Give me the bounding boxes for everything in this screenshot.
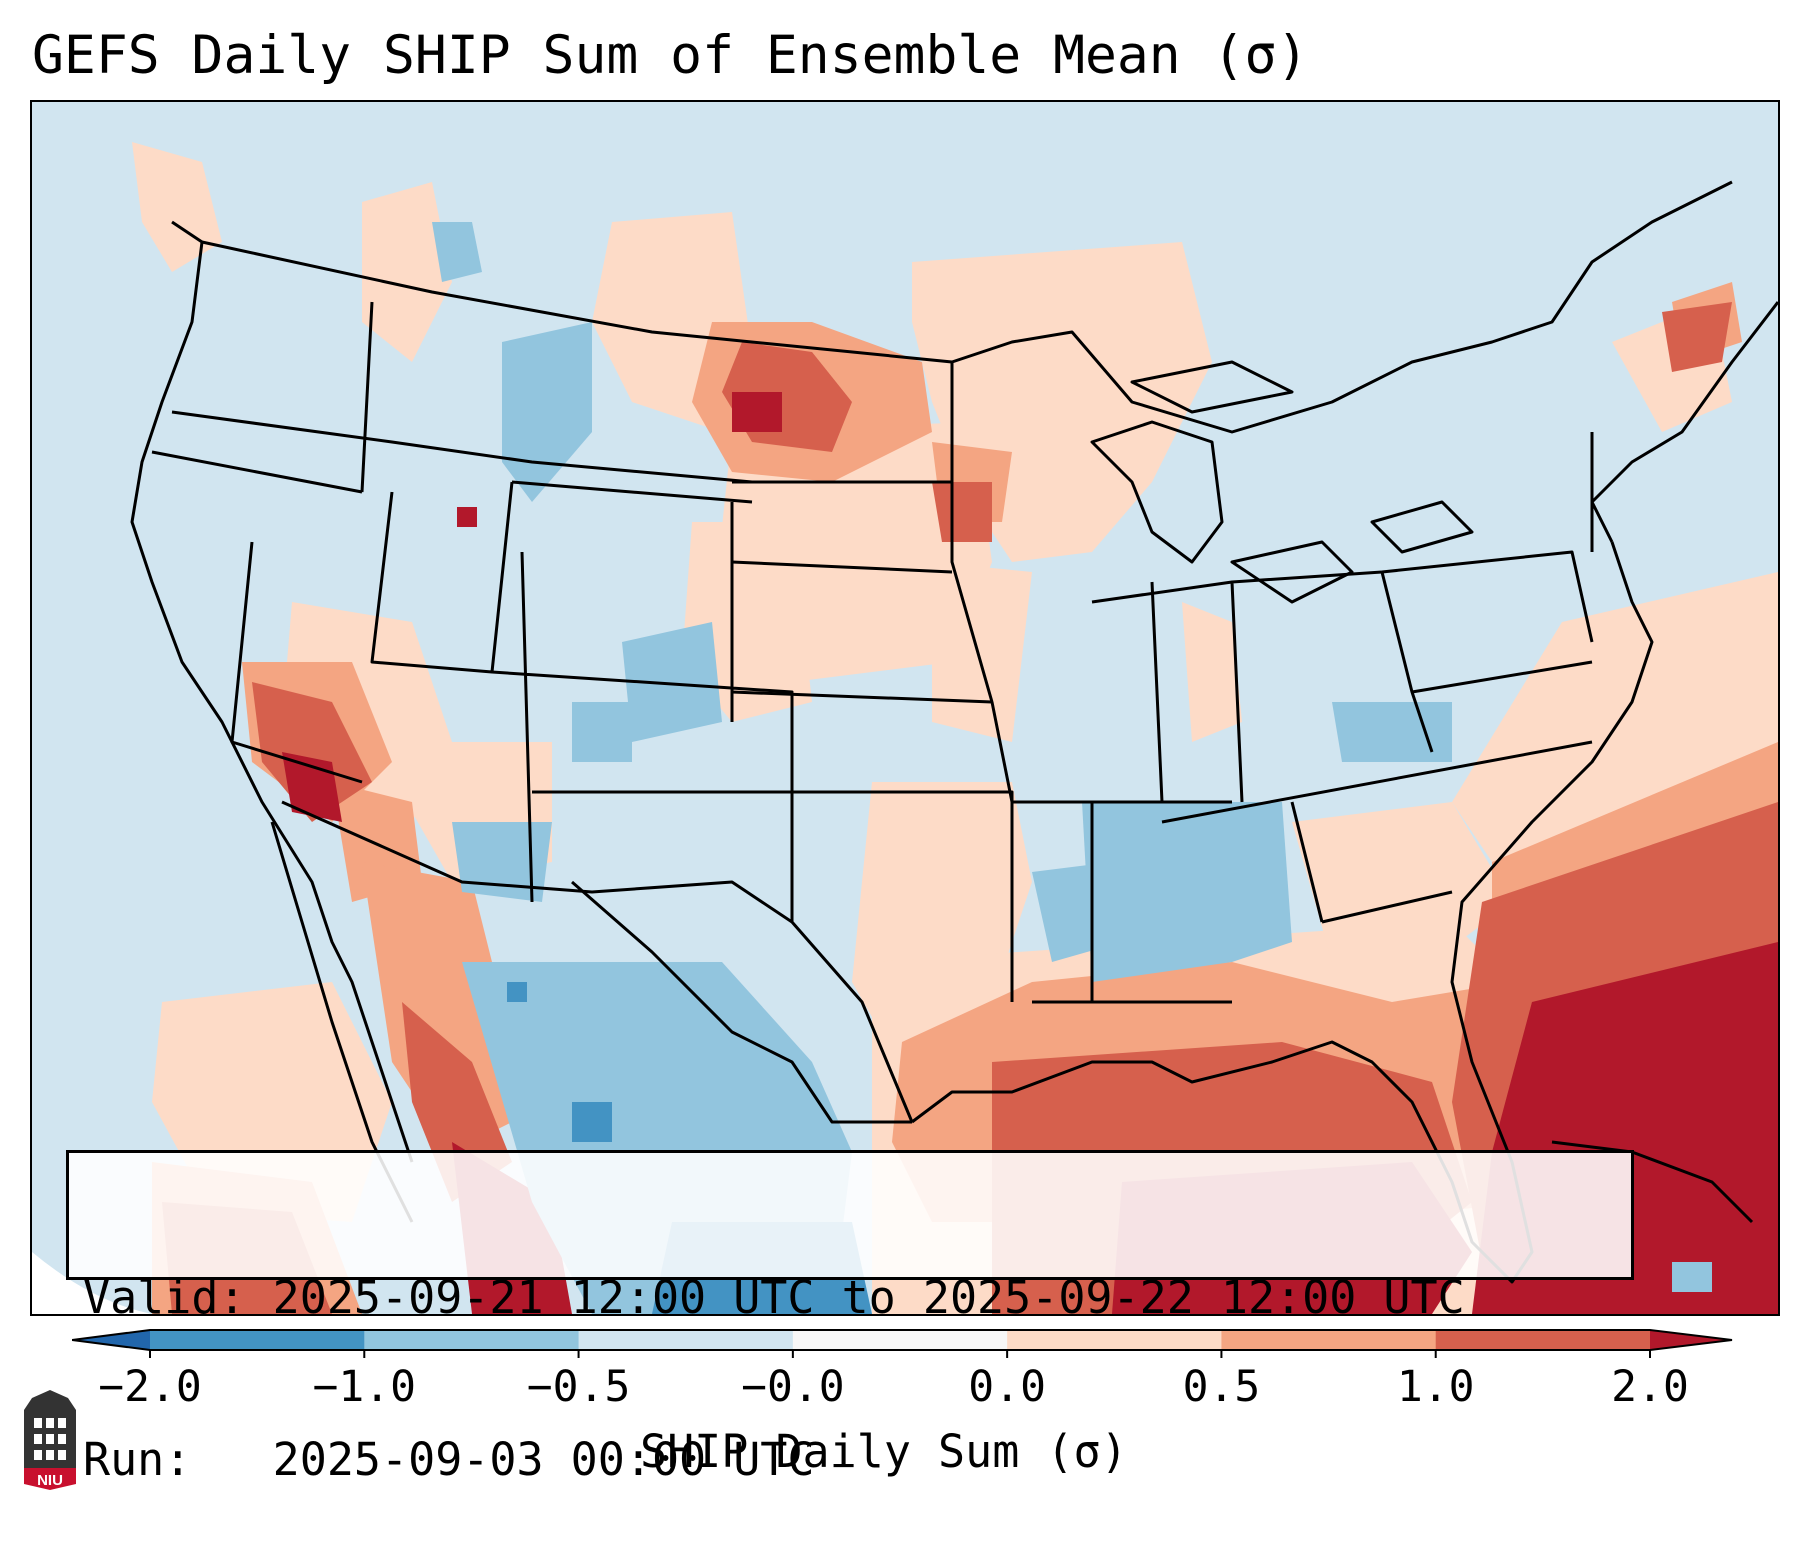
colorbar-tick-label: −0.5 [526,1362,631,1412]
colorbar-extend-low [72,1330,150,1350]
colorbar-tick-label: 0.0 [968,1362,1046,1412]
colorbar-tick-label: 2.0 [1611,1362,1689,1412]
colorbar-segments [72,1330,1732,1350]
colorbar-tick-label: −2.0 [98,1362,202,1412]
colorbar-segment [1007,1330,1222,1350]
colorbar-segment [1221,1330,1437,1350]
great-lakes [1090,360,1474,604]
map-canvas [32,102,1778,1314]
colorbar-label: SHIP Daily Sum (σ) [640,1425,1128,1478]
valid-run-info-box: Valid: 2025-09-21 12:00 UTC to 2025-09-2… [66,1150,1634,1486]
niu-logo: NIU [24,1390,76,1490]
cuba [1551,1140,1754,1224]
colorbar-segment [792,1330,1008,1350]
colorbar-tick-label: 1.0 [1396,1362,1475,1412]
colorbar-segment [364,1330,580,1350]
state-lines-east [1161,432,1594,924]
logo-text: NIU [37,1472,63,1489]
colorbar-segment [150,1330,365,1350]
colorbar-outline [72,1329,1733,1351]
domain-outside-left [32,1252,152,1314]
canada-border [201,180,1733,434]
mexico-border [281,800,914,1123]
west-coast [130,220,414,1163]
state-lines-central [731,362,1383,1004]
run-time-text: Run: 2025-09-03 00:00 UTC [83,1433,815,1486]
colorbar-segment [578,1330,794,1350]
colorbar-ticks [149,1350,1651,1358]
colorbar-tick-label: −0.0 [741,1362,845,1412]
colorbar-tick-label: −1.0 [312,1362,417,1412]
colorbar-segment [1435,1330,1651,1350]
logo-building [24,1390,76,1468]
valid-time-text: Valid: 2025-09-21 12:00 UTC to 2025-09-2… [83,1271,1465,1324]
texas-outline [571,880,912,1124]
map-panel[interactable] [30,100,1780,1316]
logo-shield [24,1468,76,1490]
atlantic-coast [1590,301,1778,543]
colorbar-tick-label: 0.5 [1182,1362,1261,1412]
state-lines-west [151,301,1014,1002]
colorbar-extend-high [1650,1330,1732,1350]
map-title: GEFS Daily SHIP Sum of Ensemble Mean (σ) [32,25,1309,86]
colorbar [72,1329,1733,1358]
